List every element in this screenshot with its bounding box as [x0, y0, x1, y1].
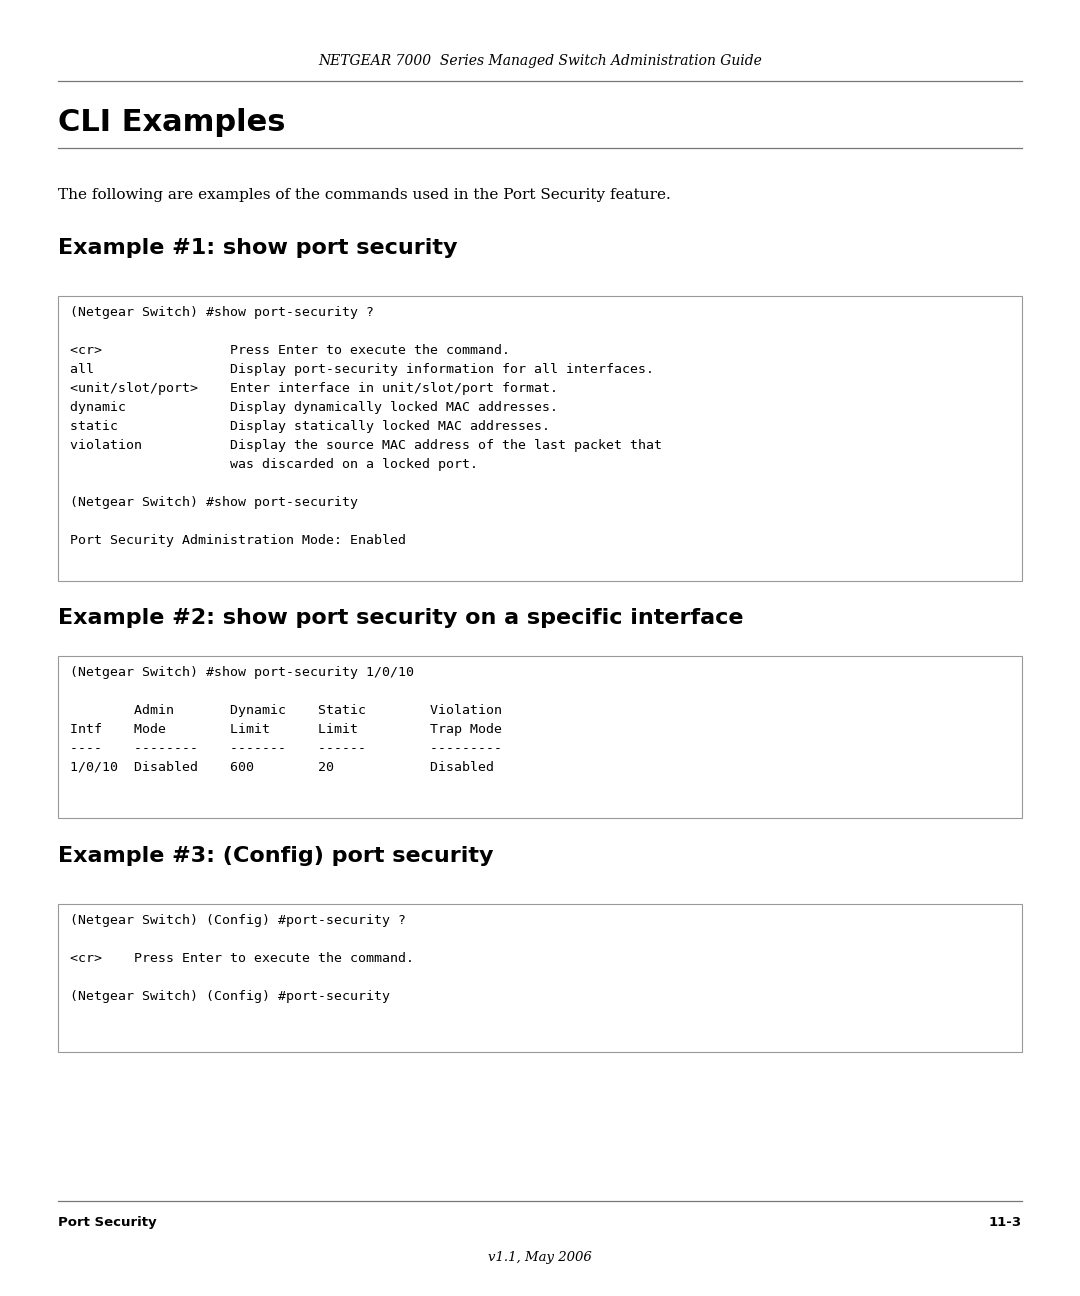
Text: Example #3: (Config) port security: Example #3: (Config) port security: [58, 846, 494, 866]
Text: CLI Examples: CLI Examples: [58, 108, 285, 137]
FancyBboxPatch shape: [58, 905, 1022, 1052]
FancyBboxPatch shape: [58, 656, 1022, 818]
Text: Port Security: Port Security: [58, 1216, 157, 1229]
Text: (Netgear Switch) (Config) #port-security ?

<cr>    Press Enter to execute the c: (Netgear Switch) (Config) #port-security…: [70, 914, 414, 1003]
Text: (Netgear Switch) #show port-security ?

<cr>                Press Enter to execu: (Netgear Switch) #show port-security ? <…: [70, 306, 662, 547]
FancyBboxPatch shape: [58, 295, 1022, 581]
Text: 11-3: 11-3: [989, 1216, 1022, 1229]
Text: Example #1: show port security: Example #1: show port security: [58, 238, 458, 258]
Text: (Netgear Switch) #show port-security 1/0/10

        Admin       Dynamic    Stat: (Netgear Switch) #show port-security 1/0…: [70, 666, 502, 774]
Text: The following are examples of the commands used in the Port Security feature.: The following are examples of the comman…: [58, 188, 671, 202]
Text: NETGEAR 7000  Series Managed Switch Administration Guide: NETGEAR 7000 Series Managed Switch Admin…: [319, 54, 761, 67]
Text: v1.1, May 2006: v1.1, May 2006: [488, 1251, 592, 1264]
Text: Example #2: show port security on a specific interface: Example #2: show port security on a spec…: [58, 608, 743, 629]
